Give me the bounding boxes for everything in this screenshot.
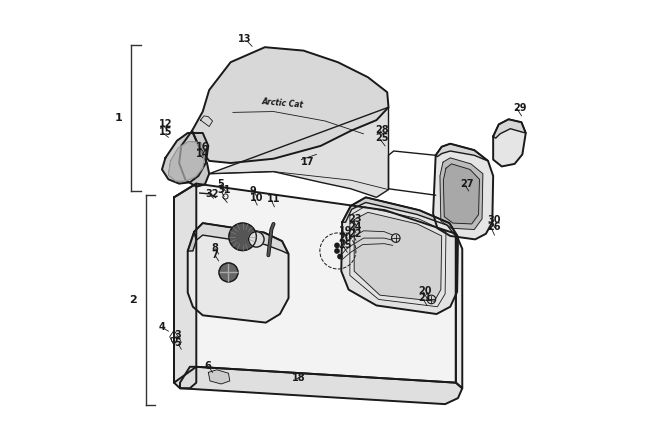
Circle shape	[249, 232, 264, 247]
Text: 9: 9	[250, 186, 257, 196]
Text: 8: 8	[211, 243, 218, 253]
Text: 31: 31	[217, 185, 230, 196]
Text: 30: 30	[487, 214, 501, 225]
Polygon shape	[208, 370, 229, 384]
Text: 26: 26	[487, 222, 501, 233]
Text: Arctic Cat: Arctic Cat	[261, 97, 304, 110]
Polygon shape	[341, 197, 458, 314]
Polygon shape	[342, 197, 457, 237]
Text: 22: 22	[348, 229, 362, 239]
Text: 4: 4	[159, 322, 165, 332]
Text: 23: 23	[348, 214, 362, 224]
Text: 16: 16	[196, 142, 209, 152]
Text: 5: 5	[174, 338, 181, 348]
Text: 27: 27	[460, 178, 474, 189]
Text: 6: 6	[204, 360, 211, 371]
Text: 20: 20	[419, 286, 432, 296]
Polygon shape	[162, 133, 208, 184]
Text: 7: 7	[211, 250, 218, 260]
Polygon shape	[436, 144, 488, 161]
Polygon shape	[354, 212, 442, 301]
Polygon shape	[443, 164, 480, 224]
Polygon shape	[168, 142, 205, 181]
Circle shape	[229, 223, 256, 251]
Text: 21: 21	[419, 293, 432, 303]
Circle shape	[219, 263, 238, 282]
Polygon shape	[179, 131, 209, 187]
Text: 2: 2	[129, 295, 137, 305]
Text: 25: 25	[376, 133, 389, 143]
Text: 10: 10	[250, 193, 263, 203]
Polygon shape	[456, 234, 462, 388]
Text: 25: 25	[339, 240, 352, 251]
Polygon shape	[194, 223, 289, 254]
Text: 17: 17	[302, 157, 315, 167]
Text: 24: 24	[348, 221, 362, 232]
Text: 14: 14	[196, 148, 209, 159]
Polygon shape	[493, 119, 526, 166]
Polygon shape	[188, 223, 289, 323]
Polygon shape	[192, 47, 389, 163]
Text: 5: 5	[217, 178, 224, 189]
Text: 3: 3	[174, 330, 181, 341]
Text: 19: 19	[339, 226, 352, 236]
Polygon shape	[188, 232, 196, 251]
Text: 28: 28	[376, 124, 389, 135]
Text: 32: 32	[205, 189, 218, 199]
Text: 18: 18	[292, 373, 305, 384]
Text: 12: 12	[159, 119, 172, 130]
Circle shape	[338, 254, 342, 259]
Polygon shape	[433, 144, 493, 239]
Circle shape	[335, 249, 339, 253]
Text: 29: 29	[513, 103, 526, 113]
Polygon shape	[493, 119, 526, 138]
Polygon shape	[209, 107, 389, 197]
Text: 1: 1	[115, 113, 122, 123]
Polygon shape	[440, 158, 483, 230]
Polygon shape	[174, 184, 456, 383]
Text: 11: 11	[267, 194, 281, 205]
Polygon shape	[174, 184, 196, 388]
Text: 15: 15	[159, 127, 172, 137]
Polygon shape	[180, 367, 462, 404]
Text: 13: 13	[239, 34, 252, 45]
Circle shape	[335, 243, 339, 248]
Text: 20: 20	[339, 233, 352, 243]
